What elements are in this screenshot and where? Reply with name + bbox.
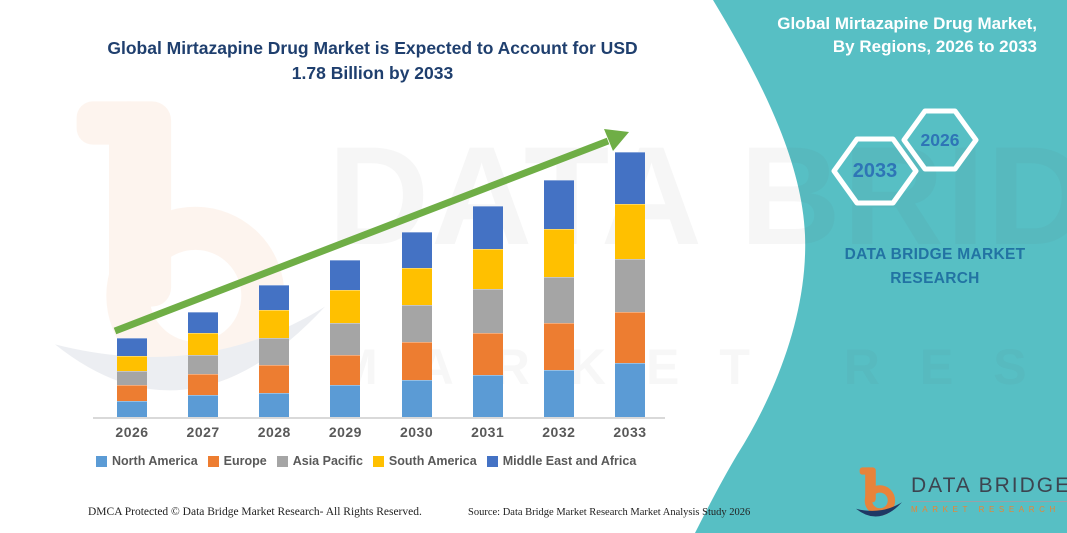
legend-swatch [372,455,384,467]
bar-segment-middle-east-and-africa [330,260,361,291]
bar-segment-asia-pacific [188,354,219,374]
legend-label: North America [112,454,198,468]
hexagon-2026-outline [901,108,979,172]
x-axis-tick-label: 2027 [186,424,220,440]
bar-segment-north-america [188,395,219,417]
brand-text: DATA BRIDGE MARKET RESEARCH [806,243,1064,291]
chart-title: Global Mirtazapine Drug Market is Expect… [55,36,690,86]
legend-label: Europe [223,454,267,468]
bar-segment-europe [543,322,574,371]
bar-segment-middle-east-and-africa [543,180,574,230]
brand-text-line2: RESEARCH [890,270,980,287]
bar-segment-middle-east-and-africa [188,311,219,334]
bar-segment-north-america [401,380,432,417]
hexagon-2033-year: 2033 [853,160,898,182]
legend-item: South America [372,454,477,468]
bar-segment-europe [188,373,219,396]
hexagon-2026-year: 2026 [921,130,960,150]
data-bridge-logo: DATA BRIDGE MARKET RESEARCH [856,466,1067,522]
x-axis-tick-label: 2032 [542,424,576,440]
bar-segment-north-america [614,363,645,417]
bar-segment-asia-pacific [401,305,432,343]
bar-segment-south-america [472,248,503,290]
bar-segment-middle-east-and-africa [472,206,503,249]
bar-segment-middle-east-and-africa [614,151,645,205]
chart-title-line1: Global Mirtazapine Drug Market is Expect… [107,38,638,58]
logo-title: DATA BRIDGE [911,474,1067,502]
x-axis-tick-label: 2033 [613,424,647,440]
x-axis-tick-label: 2031 [471,424,505,440]
bar-segment-north-america [259,393,290,417]
bar-segment-south-america [117,355,147,371]
legend-swatch [207,455,219,467]
bar-segment-europe [614,312,645,364]
legend-swatch [96,455,107,467]
bar-segment-south-america [614,204,645,259]
bar-segment-south-america [401,268,432,306]
bar-segment-asia-pacific [614,258,645,313]
x-axis-line [93,417,665,419]
legend-swatch [486,455,498,467]
legend-item: Asia Pacific [276,454,363,468]
bar-segment-north-america [543,370,574,417]
x-axis-tick-label: 2028 [257,424,291,440]
bar-segment-middle-east-and-africa [117,337,147,356]
logo-text-block: DATA BRIDGE MARKET RESEARCH [911,474,1067,514]
brand-text-line1: DATA BRIDGE MARKET [844,246,1026,263]
legend-swatch [276,455,288,467]
bar-segment-europe [472,332,503,375]
legend-item: North America [96,454,198,468]
x-axis-tick-label: 2026 [115,424,149,440]
bar-segment-middle-east-and-africa [259,284,290,310]
bar-segment-middle-east-and-africa [401,231,432,269]
bar-segment-south-america [188,333,219,355]
watermark-text-sub: MARKET RESEARCH [336,339,1067,395]
chart-legend: North America Europe Asia Pacific South Ame… [96,454,636,468]
legend-label: South America [388,454,477,468]
bar-segment-asia-pacific [259,338,290,366]
x-axis-tick-label: 2030 [399,424,434,440]
footer-dmca-text: DMCA Protected © Data Bridge Market Rese… [88,506,422,518]
bar-segment-north-america [117,401,147,417]
bar-segment-asia-pacific [543,276,574,323]
data-bridge-logo-icon [856,466,902,522]
bar-segment-south-america [543,229,574,277]
legend-item: Middle East and Africa [486,454,637,468]
bar-segment-europe [401,342,432,381]
hexagon-2026: 2026 [901,108,979,172]
bar-segment-asia-pacific [117,370,147,386]
legend-label: Asia Pacific [292,454,363,468]
bar-segment-north-america [330,384,361,417]
bar-segment-north-america [472,374,503,417]
hexagon-2033-outline [831,136,919,206]
region-header-line2: By Regions, 2026 to 2033 [832,37,1037,56]
bar-segment-south-america [330,290,361,324]
bar-segment-europe [330,354,361,385]
bar-segment-asia-pacific [330,323,361,355]
bar-segment-europe [259,365,290,393]
chart-title-line2: 1.78 Billion by 2033 [291,63,454,83]
hexagon-2033: 2033 [831,136,919,206]
region-header-line1: Global Mirtazapine Drug Market, [777,14,1037,33]
bar-segment-europe [117,385,147,402]
footer-source-text: Source: Data Bridge Market Research Mark… [468,507,751,518]
x-axis-tick-label: 2029 [328,424,362,440]
bar-segment-asia-pacific [472,289,503,333]
region-header: Global Mirtazapine Drug Market, By Regio… [777,12,1037,58]
logo-subtitle: MARKET RESEARCH [911,505,1060,514]
watermark-text-main: DATA BRIDGE [328,117,1067,274]
bar-segment-south-america [259,309,290,339]
legend-item: Europe [207,454,267,468]
legend-label: Middle East and Africa [502,454,637,468]
